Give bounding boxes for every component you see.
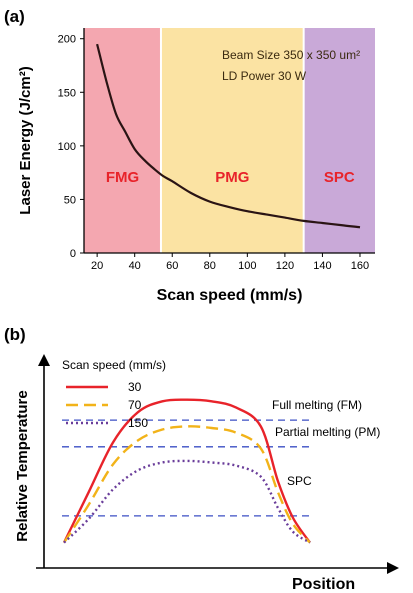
x-tick-label: 40 bbox=[129, 260, 141, 272]
region-pmg bbox=[160, 28, 304, 253]
x-axis-label: Scan speed (mm/s) bbox=[157, 287, 303, 304]
y-axis-arrow-icon bbox=[38, 354, 50, 366]
y-tick-label: 200 bbox=[58, 34, 76, 46]
threshold-label: Partial melting (PM) bbox=[275, 425, 380, 439]
temperature-curve-150 bbox=[63, 459, 311, 544]
region-label-fmg: FMG bbox=[106, 169, 139, 186]
annotation-0: Beam Size 350 x 350 um² bbox=[222, 48, 360, 62]
y-tick-label: 100 bbox=[58, 141, 76, 153]
legend-label: 70 bbox=[128, 398, 142, 412]
x-tick-label: 80 bbox=[204, 260, 216, 272]
x-tick-label: 160 bbox=[351, 260, 369, 272]
region-spc bbox=[303, 28, 375, 253]
x-axis-arrow-icon bbox=[387, 562, 399, 574]
region-fmg bbox=[84, 28, 161, 253]
panel-b-chart: Full melting (FM) Partial melting (PM) SPC… bbox=[14, 354, 399, 593]
region-label-spc: SPC bbox=[324, 169, 355, 186]
panel-a-label: (a) bbox=[4, 7, 25, 26]
x-tick-label: 140 bbox=[313, 260, 331, 272]
legend-label: 30 bbox=[128, 380, 142, 394]
region-label-pmg: PMG bbox=[215, 169, 249, 186]
y-axis-label: Relative Temperature bbox=[14, 390, 31, 541]
x-tick-label: 120 bbox=[276, 260, 294, 272]
x-tick-label: 100 bbox=[238, 260, 256, 272]
x-tick-label: 60 bbox=[166, 260, 178, 272]
threshold-label: Full melting (FM) bbox=[272, 398, 362, 412]
annotation-1: LD Power 30 W bbox=[222, 69, 307, 83]
y-tick-label: 150 bbox=[58, 87, 76, 99]
y-tick-label: 50 bbox=[64, 194, 76, 206]
x-tick-label: 20 bbox=[91, 260, 103, 272]
y-tick-label: 0 bbox=[70, 248, 76, 260]
panel-b-label: (b) bbox=[4, 325, 26, 344]
y-axis-label: Laser Energy (J/cm²) bbox=[17, 66, 34, 214]
panel-a-chart: FMG PMG SPC 20 40 60 80 100 120 140 160 0 50 100 150 20… bbox=[17, 28, 375, 304]
threshold-label: SPC bbox=[287, 474, 312, 488]
energy-curve bbox=[96, 43, 361, 229]
legend-label: 150 bbox=[128, 416, 148, 430]
legend-title: Scan speed (mm/s) bbox=[62, 358, 166, 372]
temperature-curve-70 bbox=[62, 425, 311, 544]
temperature-curve-30 bbox=[62, 398, 311, 544]
x-axis-label: Position bbox=[292, 576, 355, 593]
